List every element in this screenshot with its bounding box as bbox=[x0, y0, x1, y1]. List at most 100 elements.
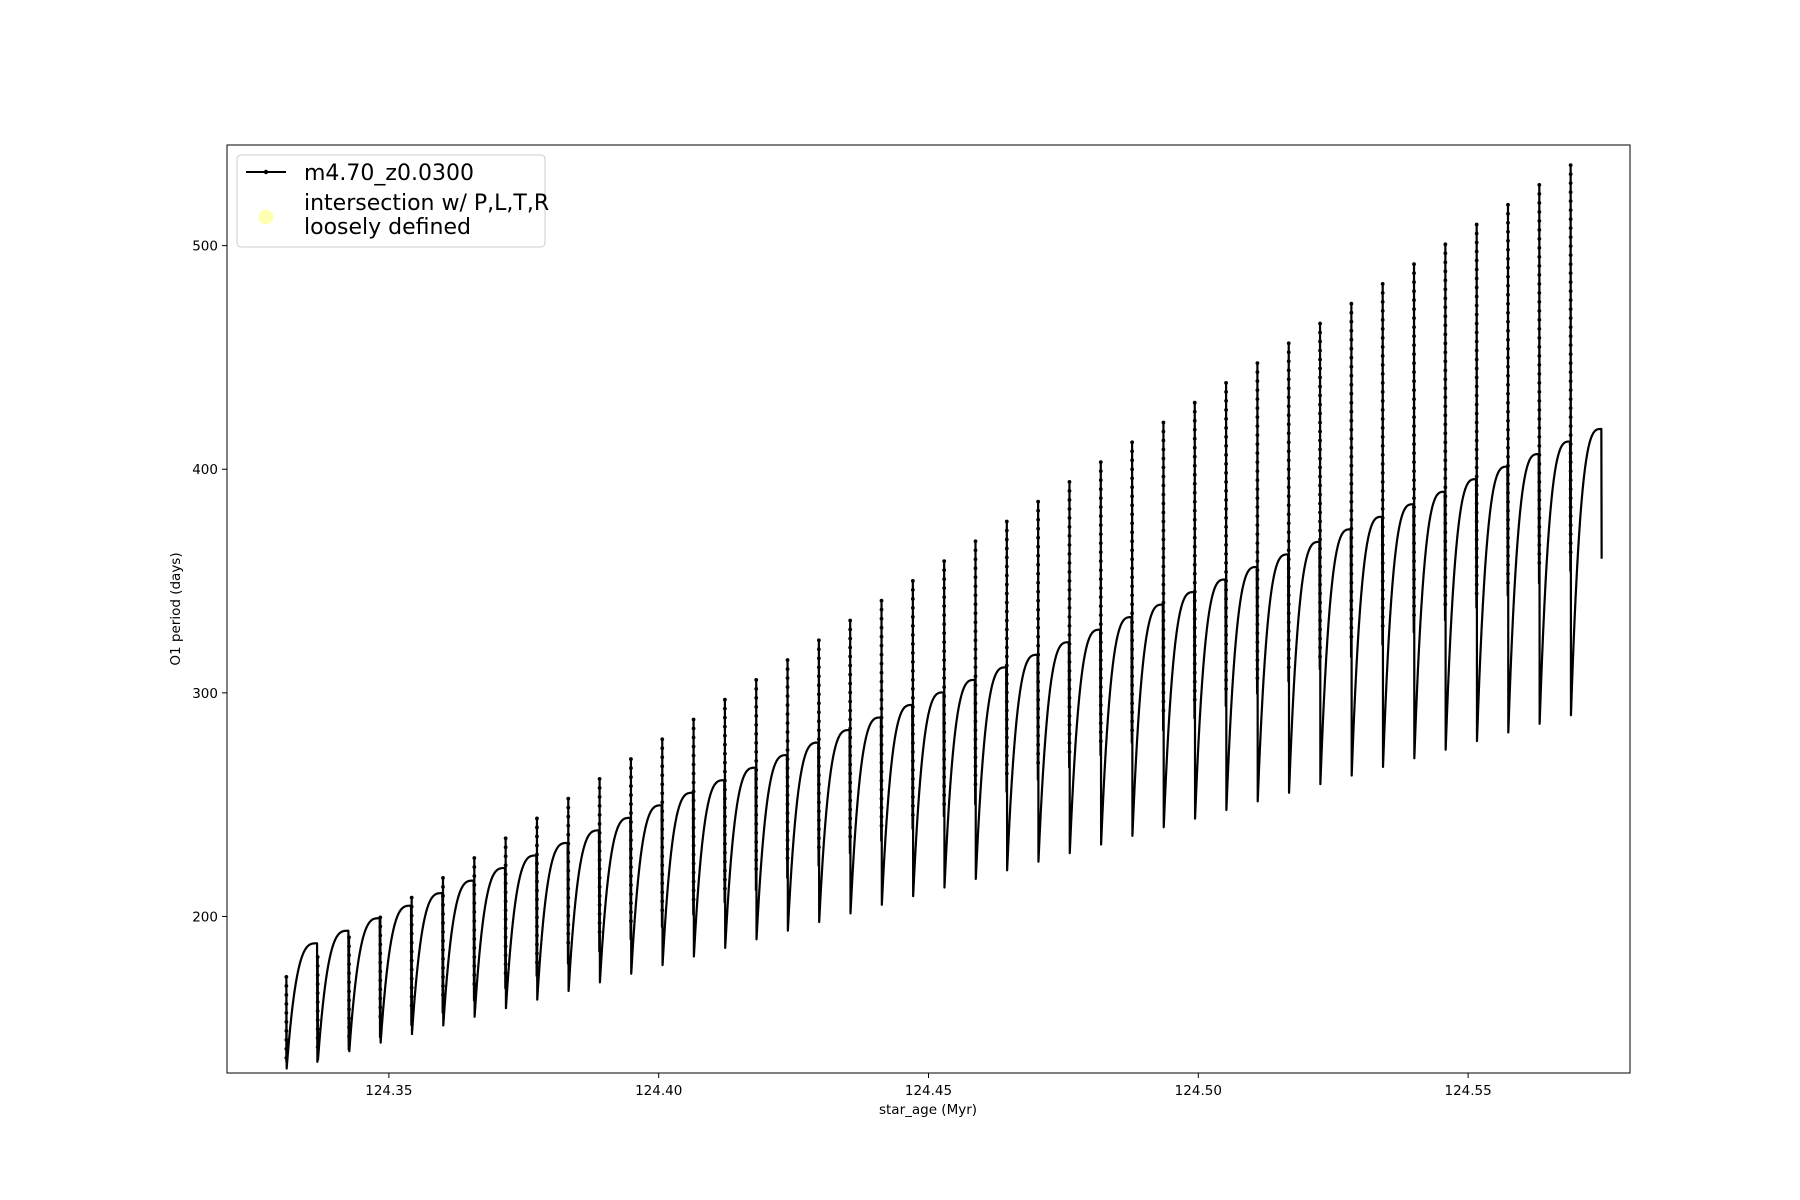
data-point bbox=[910, 677, 915, 682]
data-point bbox=[1286, 647, 1291, 652]
data-point bbox=[1286, 467, 1291, 472]
data-point bbox=[785, 856, 790, 860]
data-point bbox=[660, 836, 665, 841]
data-point bbox=[1318, 555, 1322, 560]
data-point bbox=[1036, 697, 1041, 702]
data-point bbox=[660, 854, 665, 859]
data-point bbox=[1412, 397, 1416, 402]
spike-markers bbox=[1192, 400, 1197, 702]
data-point bbox=[1443, 503, 1448, 508]
data-point bbox=[472, 856, 477, 860]
data-point bbox=[722, 814, 727, 819]
data-point bbox=[1036, 760, 1041, 765]
data-point bbox=[722, 751, 727, 756]
data-point bbox=[1224, 480, 1228, 484]
data-point bbox=[1506, 400, 1510, 405]
data-point bbox=[1506, 490, 1510, 495]
data-point bbox=[441, 920, 445, 925]
data-point bbox=[1412, 289, 1416, 294]
data-point bbox=[691, 807, 696, 812]
data-point bbox=[1506, 418, 1510, 423]
data-point bbox=[1224, 435, 1228, 439]
data-point bbox=[566, 940, 571, 945]
data-point bbox=[973, 665, 978, 670]
data-point bbox=[1568, 541, 1573, 546]
data-point bbox=[1474, 249, 1479, 254]
data-point bbox=[1537, 372, 1542, 376]
data-point bbox=[1286, 341, 1291, 346]
data-point bbox=[1255, 379, 1260, 384]
data-point bbox=[378, 933, 383, 938]
data-point bbox=[1318, 600, 1322, 605]
data-point bbox=[910, 632, 915, 637]
data-point bbox=[1067, 542, 1072, 547]
data-point bbox=[1067, 596, 1072, 601]
data-point bbox=[879, 796, 884, 801]
data-point bbox=[1568, 298, 1573, 303]
data-point bbox=[1067, 749, 1072, 754]
data-point bbox=[1130, 593, 1135, 598]
data-point bbox=[660, 773, 665, 778]
data-point bbox=[535, 870, 539, 875]
data-point bbox=[754, 731, 759, 736]
y-tick-label: 500 bbox=[192, 239, 218, 255]
spike-markers bbox=[315, 955, 320, 1049]
data-point bbox=[973, 575, 978, 580]
data-point bbox=[660, 818, 665, 823]
data-point bbox=[378, 1014, 383, 1019]
data-point bbox=[1474, 474, 1479, 479]
data-point bbox=[848, 825, 853, 830]
y-tick-label: 300 bbox=[192, 686, 218, 702]
data-point bbox=[629, 775, 633, 779]
data-point bbox=[1318, 465, 1322, 470]
data-point bbox=[1349, 625, 1354, 630]
data-point bbox=[1161, 438, 1166, 443]
data-point bbox=[503, 917, 508, 922]
data-point bbox=[1380, 282, 1385, 286]
data-point bbox=[629, 883, 633, 887]
data-point bbox=[1318, 564, 1322, 569]
data-point bbox=[816, 701, 821, 706]
data-point bbox=[1255, 361, 1260, 366]
data-point bbox=[848, 717, 853, 722]
data-point bbox=[848, 699, 853, 704]
data-point bbox=[848, 690, 853, 695]
data-point bbox=[1161, 474, 1166, 479]
spike-markers bbox=[910, 578, 915, 817]
data-point bbox=[848, 636, 853, 641]
data-point bbox=[942, 802, 947, 806]
data-point bbox=[597, 803, 602, 808]
data-point bbox=[1130, 548, 1135, 553]
data-point bbox=[503, 854, 508, 859]
data-point bbox=[1224, 462, 1228, 466]
data-point bbox=[1192, 436, 1197, 441]
data-point bbox=[1255, 505, 1260, 510]
data-point bbox=[942, 595, 947, 599]
data-point bbox=[378, 978, 383, 983]
data-point bbox=[1349, 562, 1354, 567]
data-point bbox=[441, 902, 445, 907]
data-point bbox=[942, 766, 947, 770]
data-point bbox=[1255, 649, 1260, 654]
data-point bbox=[1537, 408, 1542, 412]
data-point bbox=[1161, 708, 1166, 713]
data-point bbox=[1255, 622, 1260, 627]
data-point bbox=[910, 749, 915, 754]
data-point bbox=[1255, 577, 1260, 582]
data-point bbox=[1443, 359, 1448, 364]
data-point bbox=[1286, 656, 1291, 661]
data-point bbox=[754, 713, 759, 718]
data-point bbox=[1349, 373, 1354, 378]
data-point bbox=[1286, 422, 1291, 427]
data-point bbox=[1474, 303, 1479, 308]
data-point bbox=[1255, 514, 1260, 519]
data-point bbox=[1161, 483, 1166, 488]
data-point bbox=[1067, 722, 1072, 727]
data-point bbox=[1474, 402, 1479, 407]
data-point bbox=[1380, 462, 1385, 466]
data-point bbox=[1130, 674, 1135, 679]
data-point bbox=[378, 951, 383, 956]
data-point bbox=[1537, 237, 1542, 241]
data-point bbox=[910, 587, 915, 592]
data-point bbox=[629, 892, 633, 896]
